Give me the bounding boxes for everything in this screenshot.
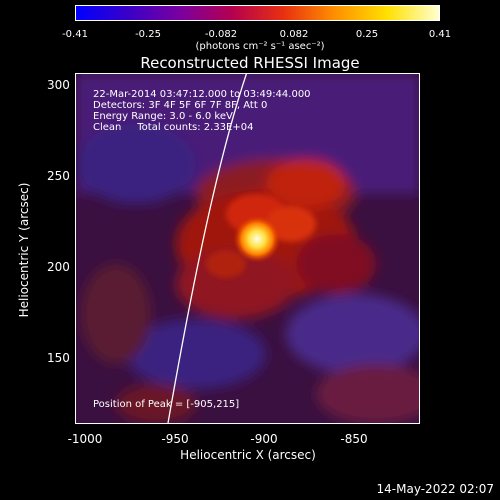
timestamp: 14-May-2022 02:07 <box>376 482 494 496</box>
colorbar-units: (photons cm⁻² s⁻¹ asec⁻²) <box>195 41 325 52</box>
info-time-range: 22-Mar-2014 03:47:12.000 to 03:49:44.000 <box>93 89 311 100</box>
info-energy-range: Energy Range: 3.0 - 6.0 keV <box>93 111 233 122</box>
info-counts: Clean Total counts: 2.33E+04 <box>93 122 254 133</box>
y-tick-label: 300 <box>47 78 70 92</box>
colorbar-tick: 0.082 <box>279 29 309 40</box>
y-tick-label: 200 <box>47 260 70 274</box>
x-tick-label: -850 <box>340 432 368 446</box>
x-tick-label: -1000 <box>67 432 103 446</box>
y-tick-label: 150 <box>47 351 70 365</box>
colorbar-tick: -0.25 <box>135 29 161 40</box>
colorbar-tick: 0.25 <box>355 29 379 40</box>
rhessi-image-plot <box>75 73 420 424</box>
x-axis-label: Heliocentric X (arcsec) <box>180 448 316 462</box>
rhessi-image <box>76 74 419 423</box>
colorbar-tick: 0.41 <box>428 29 452 40</box>
colorbar-tick: -0.082 <box>204 29 238 40</box>
y-axis-label: Heliocentric Y (arcsec) <box>17 182 31 318</box>
peak-position: Position of Peak = [-905,215] <box>93 399 240 410</box>
colorbar-tick: -0.41 <box>62 29 88 40</box>
x-tick-label: -900 <box>250 432 278 446</box>
image-title: Reconstructed RHESSI Image <box>140 54 360 72</box>
colorbar <box>75 5 440 21</box>
x-tick-label: -950 <box>161 432 189 446</box>
info-detectors: Detectors: 3F 4F 5F 6F 7F 8F, Att 0 <box>93 100 268 111</box>
y-tick-label: 250 <box>47 169 70 183</box>
